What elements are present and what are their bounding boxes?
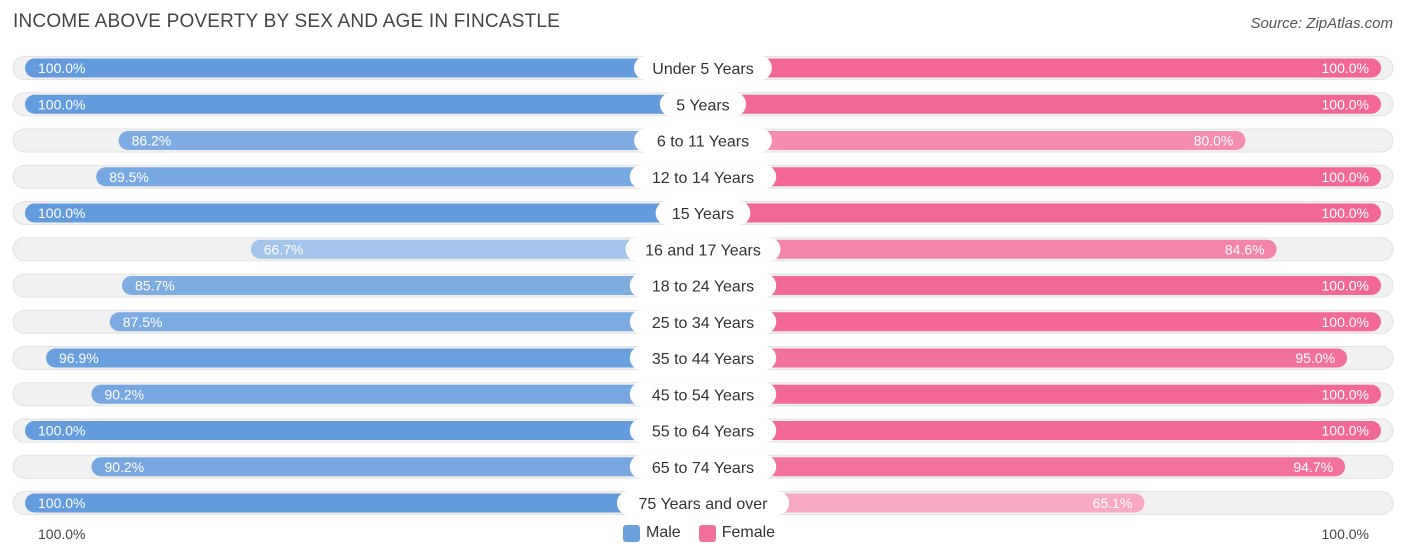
legend-swatch-female [698,524,716,542]
bar-label-male: 89.5% [109,169,149,185]
category-label: 65 to 74 Years [652,460,754,477]
legend-swatch-male [623,524,640,542]
bar-label-female: 94.7% [1293,459,1333,475]
bar-male [25,203,703,223]
category-pill [625,237,781,262]
bar-male [46,348,703,368]
bar-label-female: 84.6% [1225,241,1265,257]
bar-female [703,239,1277,259]
bar-male [91,384,704,404]
bar-female [703,58,1381,78]
category-pill [629,273,777,298]
category-label: 45 to 54 Years [652,387,754,404]
legend-item-female: Female [698,524,776,542]
bar-female [703,457,1346,477]
bar-label-male: 90.2% [104,386,144,402]
bar-male [25,58,703,78]
category-label: 15 Years [672,206,734,223]
bar-label-male: 100.0% [38,205,85,221]
source-credit: Source: ZipAtlas.com [1250,15,1393,32]
bar-female [703,312,1381,332]
bar-label-male: 96.9% [59,350,99,366]
bar-female [703,276,1381,295]
bar-label-male: 66.7% [264,241,304,257]
bar-label-female: 100.0% [1322,60,1369,76]
bar-label-male: 85.7% [135,278,175,294]
bar-male [91,457,704,477]
bar-label-female: 95.0% [1295,350,1335,366]
bar-label-male: 90.2% [104,459,144,475]
category-label: 6 to 11 Years [657,134,749,151]
category-pill [629,382,777,407]
bar-label-male: 100.0% [38,423,85,439]
category-label: 5 Years [676,97,729,114]
category-pill [634,128,772,153]
bar-label-male: 100.0% [38,96,85,112]
bar-label-female: 100.0% [1322,386,1369,402]
category-label: Under 5 Years [652,61,753,78]
bar-female [703,421,1381,440]
bar-label-female: 100.0% [1322,278,1369,294]
bar-male [121,276,704,295]
category-label: 12 to 14 Years [652,170,754,187]
bar-female [703,493,1145,513]
bar-male [25,493,703,513]
axis-left-label: 100.0% [38,526,86,542]
category-label: 16 and 17 Years [645,242,761,259]
category-pill [629,346,777,370]
bar-male [109,312,703,332]
bar-female [703,167,1381,187]
bar-label-male: 100.0% [38,60,85,76]
bar-label-female: 100.0% [1322,314,1369,330]
legend-label-male: Male [646,524,681,541]
legend-label-female: Female [721,524,776,541]
category-pill [659,92,747,117]
bar-label-male: 86.2% [132,133,172,149]
category-pill [629,454,777,479]
category-pill [655,201,751,225]
bar-female [703,384,1381,404]
bar-male [25,421,703,440]
bar-label-female: 80.0% [1194,133,1234,149]
category-label: 18 to 24 Years [652,279,754,296]
bar-label-female: 100.0% [1322,423,1369,439]
bar-label-male: 100.0% [38,495,85,511]
category-label: 25 to 34 Years [652,315,754,332]
legend: Male Female [623,524,785,542]
category-label: 75 Years and over [639,496,769,513]
chart-title: INCOME ABOVE POVERTY BY SEX AND AGE IN F… [13,11,561,32]
category-pill [629,164,777,189]
bar-female [703,131,1246,150]
category-pill [616,491,790,515]
axis-right-label: 100.0% [1321,526,1369,542]
bar-male [25,94,703,114]
bar-label-female: 100.0% [1322,96,1369,112]
bar-label-female: 100.0% [1322,169,1369,185]
category-pill [629,309,777,334]
bar-female [703,94,1381,114]
bar-male [96,167,703,187]
bar-label-female: 100.0% [1322,205,1369,221]
legend-item-male: Male [623,524,681,542]
category-pill [629,418,777,443]
bar-label-male: 87.5% [123,314,163,330]
bar-male [250,239,704,259]
bar-label-female: 65.1% [1093,495,1133,511]
category-label: 35 to 44 Years [652,351,754,368]
category-label: 55 to 64 Years [652,424,754,441]
bar-female [703,203,1381,223]
bar-female [703,348,1348,368]
diverging-bar-chart: 100.0% 100.0% Under 5 Years 100.0% 100.0% 5 Y… [12,56,1394,515]
bar-male [118,131,703,150]
category-pill [634,56,772,80]
